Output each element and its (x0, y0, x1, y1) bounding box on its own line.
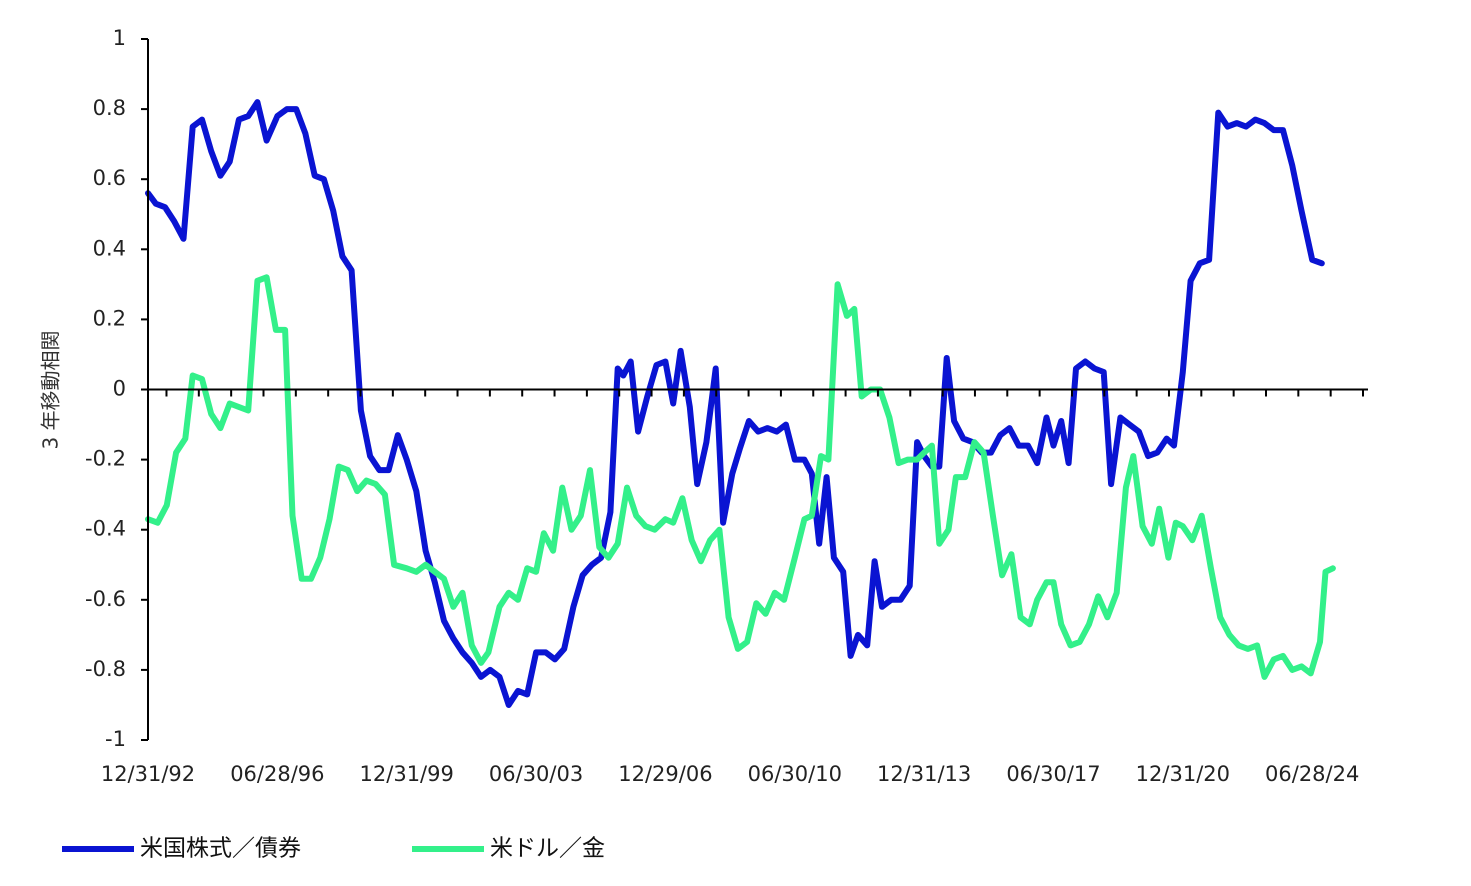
y-tick-label: -1 (105, 727, 126, 751)
x-tick-label: 06/30/17 (1006, 762, 1100, 786)
y-tick-label: 0.6 (93, 166, 126, 190)
x-tick-label: 12/31/20 (1136, 762, 1230, 786)
y-tick-label: 1 (113, 26, 126, 50)
y-tick-label: 0.8 (93, 96, 126, 120)
x-tick-label: 06/28/96 (230, 762, 324, 786)
series-line-1 (145, 99, 1325, 708)
y-tick-label: 0.2 (93, 306, 126, 330)
x-tick-label: 06/28/24 (1265, 762, 1359, 786)
y-tick-label: -0.4 (85, 517, 126, 541)
y-axis-label: 3 年移動相関 (39, 330, 63, 449)
y-tick-label: -0.8 (85, 657, 126, 681)
x-tick-label: 12/31/13 (877, 762, 971, 786)
y-tick-label: -0.6 (85, 587, 126, 611)
y-tick-label: -0.2 (85, 447, 126, 471)
x-tick-label: 06/30/03 (489, 762, 583, 786)
x-tick-label: 06/30/10 (748, 762, 842, 786)
y-tick-label: 0 (113, 377, 126, 401)
legend: 米国株式／債券 米ドル／金 (62, 836, 605, 862)
x-tick-label: 12/29/06 (618, 762, 712, 786)
y-tick-label: 0.4 (93, 236, 126, 260)
x-tick-label: 12/31/99 (360, 762, 454, 786)
x-tick-label: 12/31/92 (101, 762, 195, 786)
legend-label-2: 米ドル／金 (490, 836, 605, 862)
legend-label-1: 米国株式／債券 (140, 836, 301, 862)
series-line-2 (145, 274, 1336, 680)
